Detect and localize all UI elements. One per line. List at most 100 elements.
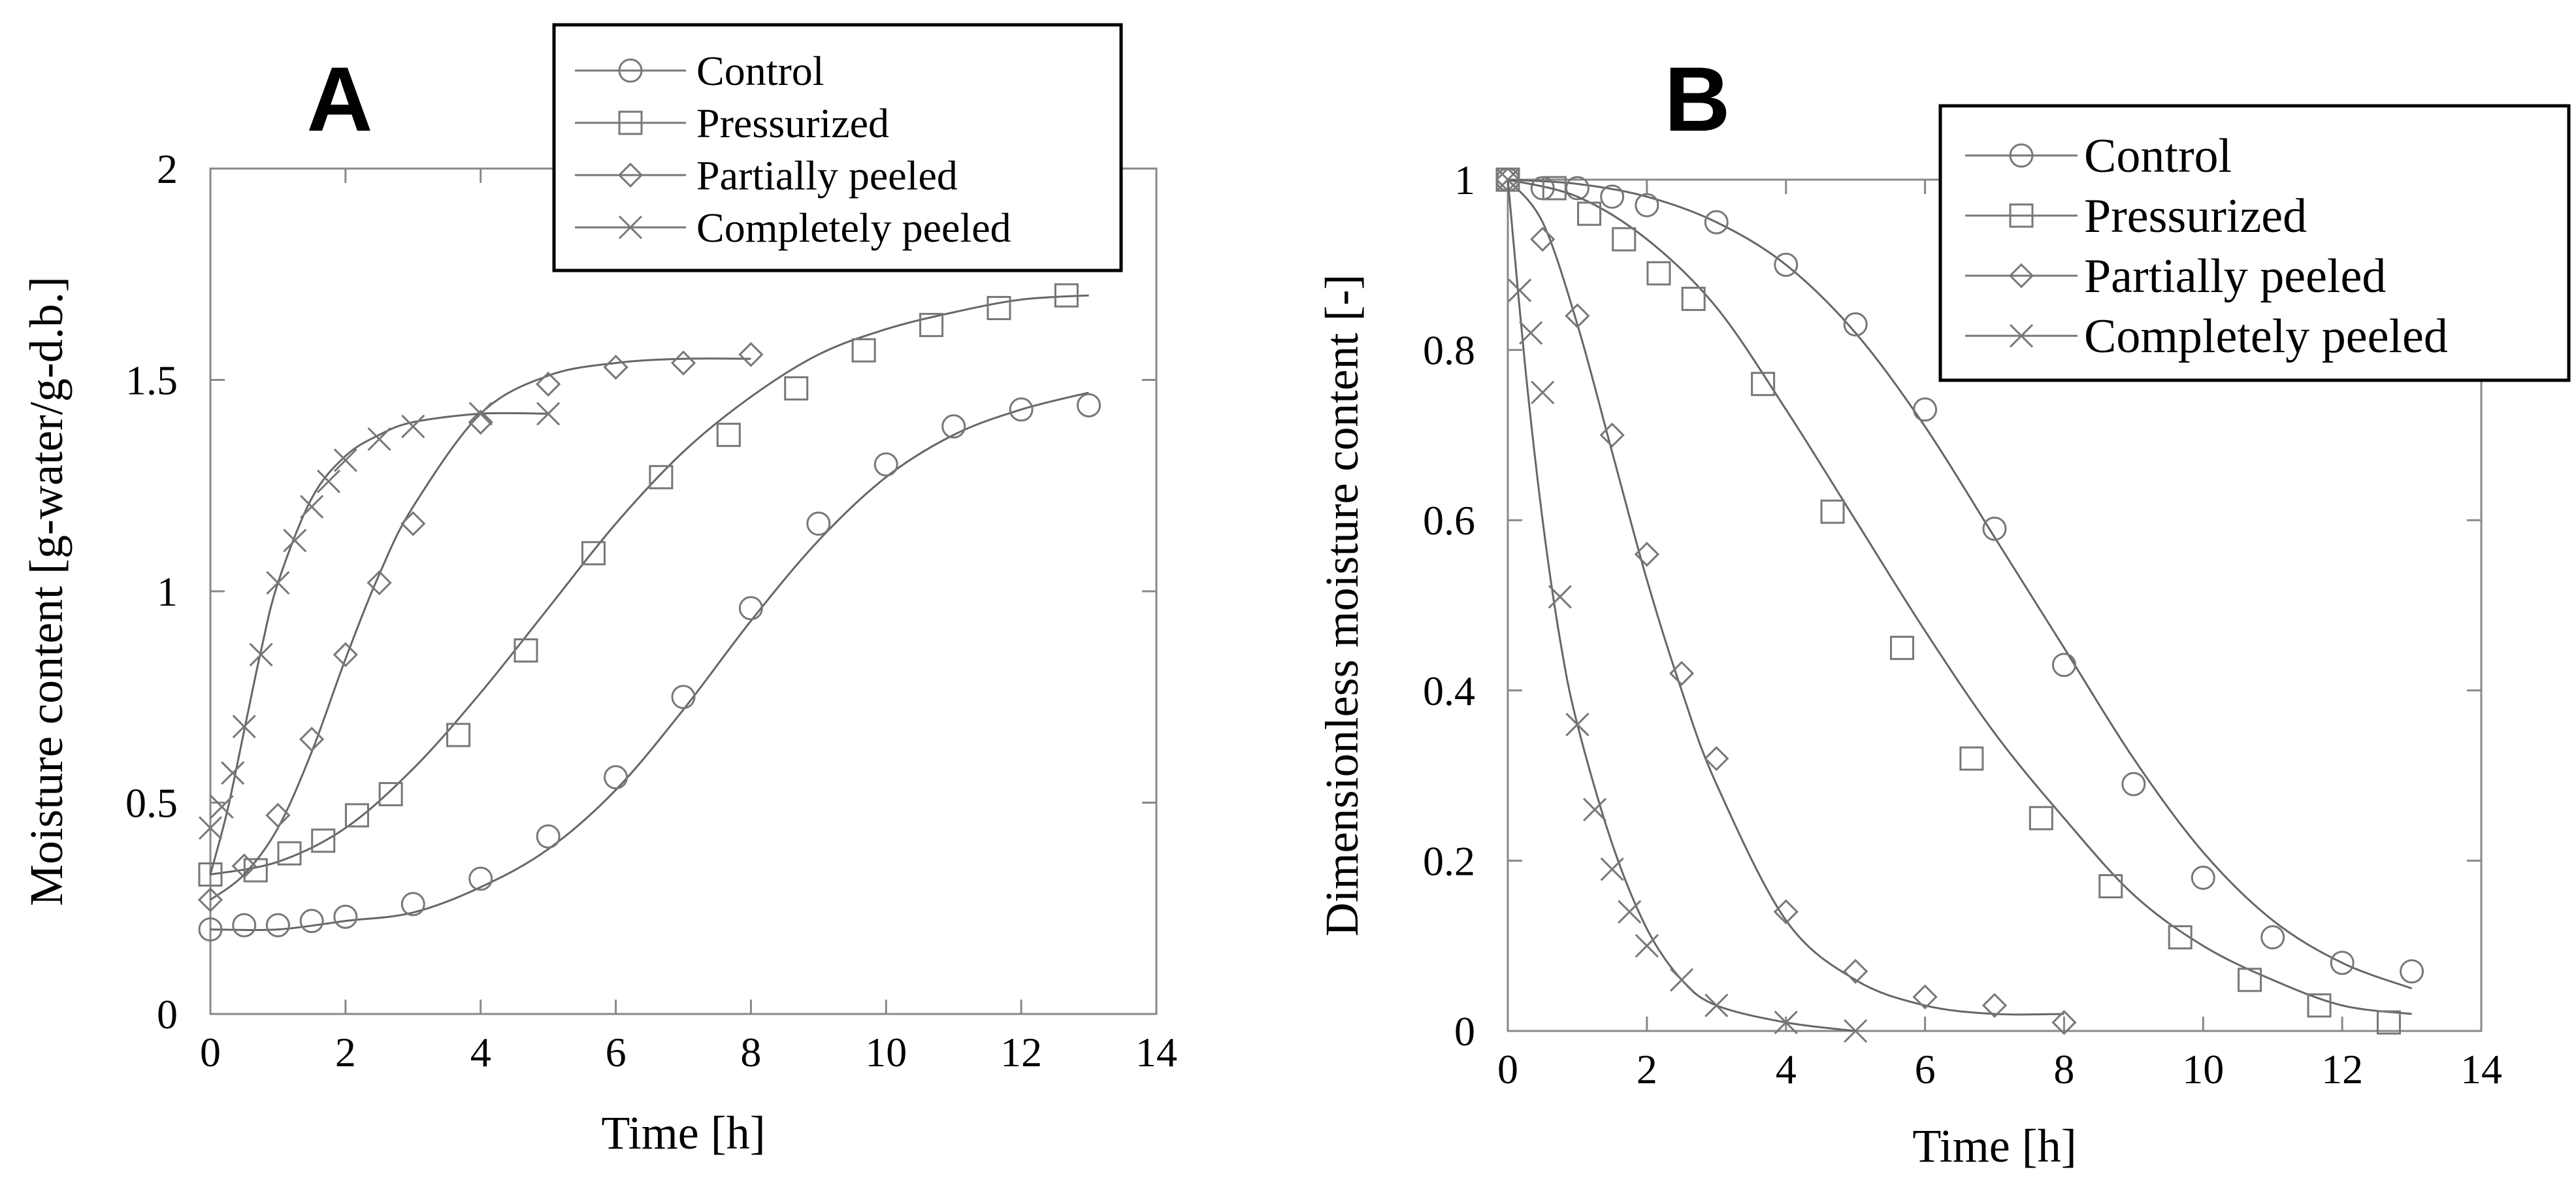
data-point [1054,283,1079,308]
legend-label: Control [2084,129,2232,183]
data-point [446,723,471,747]
legend-marker [617,162,644,188]
data-point [197,887,223,913]
data-point [265,802,291,828]
x-tick-label: 4 [470,1029,491,1075]
data-point [249,642,273,667]
legend-label: Completely peeled [2084,310,2448,363]
data-point [198,862,223,887]
y-tick-label: 0.4 [1423,668,1475,714]
data-point [1773,899,1799,924]
data-point [1913,397,1938,422]
data-point [210,794,234,819]
data-point [986,296,1011,321]
data-point [1618,900,1642,924]
data-point [806,511,831,536]
y-tick-label: 0 [157,991,178,1038]
legend-marker [618,215,643,240]
x-tick-label: 10 [865,1029,907,1075]
data-point [1530,227,1556,252]
data-point [2191,865,2215,890]
x-tick-label: 6 [606,1029,627,1075]
data-point [468,866,493,891]
data-point [1704,993,1729,1017]
x-tick-label: 4 [1776,1046,1797,1092]
legend-marker [618,58,643,83]
legend-label: Pressurized [2084,189,2307,243]
data-point [1774,1010,1798,1035]
series-completely-peeled [198,402,561,875]
x-tick-label: 6 [1915,1046,1936,1092]
legend: Control Pressurized Partially peeled Comple… [552,23,1123,272]
series-control [198,391,1101,942]
fit-curve [1507,178,2412,1015]
data-point [1612,227,1637,252]
data-point [1820,499,1845,524]
data-point [1981,992,2008,1019]
data-point [1843,312,1868,337]
data-point [1531,380,1555,404]
data-point [1548,585,1572,609]
legend-box [552,23,1123,272]
data-point [1982,516,2007,541]
data-point [581,541,606,566]
data-point [1635,193,1659,218]
data-point [1646,261,1671,286]
legend-box [1938,104,2571,382]
series-partially-peeled [197,342,764,913]
data-point [265,913,290,938]
data-point [716,423,741,448]
y-tick-label: 2 [157,146,178,192]
data-point [232,714,256,739]
data-point [232,913,257,938]
data-point [1889,636,1914,661]
data-point [1577,201,1602,226]
data-point [1669,661,1695,686]
data-point [738,596,763,621]
panel-letter: B [1664,48,1730,150]
y-tick-label: 0.2 [1423,838,1475,884]
data-point [1751,372,1776,397]
data-point [604,765,628,790]
data-point [1843,958,1868,984]
legend-label: Partially peeled [2084,250,2386,303]
data-point [1495,167,1521,193]
legend-marker [2009,203,2034,228]
data-point [1077,393,1101,417]
data-point [1600,857,1624,881]
data-point [2238,968,2262,992]
data-point [333,904,358,929]
fit-curve [1507,178,2413,990]
data-point [400,511,426,536]
data-point [671,685,696,710]
data-point [1599,422,1625,448]
data-point [1912,984,1938,1010]
data-point [514,638,538,663]
data-point [1635,934,1659,958]
fit-curve [210,294,1089,875]
data-point [1844,1019,1868,1043]
data-point [333,448,357,472]
series-partially-peeled [1495,167,2077,1036]
legend-marker [2008,263,2034,289]
legend-label: Completely peeled [696,204,1011,251]
data-point [851,338,876,363]
data-point [2168,925,2193,950]
x-tick-label: 12 [1000,1029,1042,1075]
data-point [277,841,302,866]
data-point [1681,286,1706,311]
data-point [311,828,336,853]
data-point [344,803,369,828]
legend-marker [618,110,643,135]
data-point [316,469,341,493]
x-tick-label: 10 [2182,1046,2224,1092]
data-point [1565,303,1590,329]
legend-marker [2009,143,2034,168]
data-point [784,376,809,400]
data-point [1704,210,1729,235]
x-tick-label: 2 [335,1029,356,1075]
data-point [2029,806,2053,830]
panel-b: 0 2 4 6 8 10 12 14 0 0.2 0.4 0.6 0.8 1 Time [h] Dimensi… [1316,48,2571,1172]
x-tick-label: 14 [1135,1029,1177,1075]
data-point [2260,925,2285,950]
